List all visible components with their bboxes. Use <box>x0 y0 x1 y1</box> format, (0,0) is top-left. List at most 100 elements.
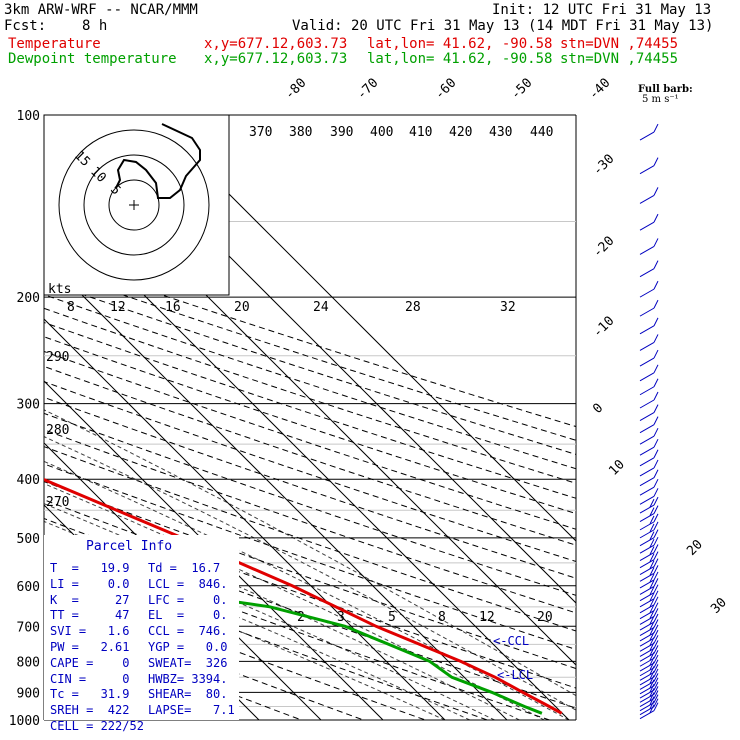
wind-barb <box>639 478 659 496</box>
theta-label: 270 <box>46 495 69 510</box>
barb-flag <box>649 631 655 641</box>
moist-adiabat <box>44 483 545 720</box>
barb-flag <box>649 679 655 688</box>
barb-staff <box>639 698 655 707</box>
barb-flag <box>653 681 659 691</box>
wind-barb <box>639 544 659 561</box>
theta-labels: 370 380 390 400 410 420 430 440 290 280 270 <box>46 125 553 510</box>
barb-flag <box>649 675 655 684</box>
barb-staff <box>639 486 655 496</box>
barb-staff <box>639 544 655 554</box>
barb-flag <box>653 334 659 343</box>
speed-label: 20 <box>234 300 250 315</box>
isotherm-labels: -80 -70 -60 -50 -40 -30 -20 -10 0 10 20 30 <box>282 76 730 617</box>
barb-staff <box>639 424 655 434</box>
isotherm-label: -80 <box>282 76 309 103</box>
wind-barb <box>639 349 659 367</box>
barb-flag <box>653 449 659 458</box>
barb-flag <box>653 459 659 469</box>
isotherm-label: -20 <box>590 234 617 261</box>
barb-staff <box>639 710 655 720</box>
theta-label: 370 <box>249 125 272 140</box>
barb-staff <box>639 693 655 703</box>
barb-staff <box>639 637 655 647</box>
barb-flag <box>649 621 655 630</box>
parcel-info-value: TT = 47 <box>50 608 130 623</box>
barb-staff <box>639 627 655 636</box>
wind-barb <box>639 536 659 554</box>
wind-barb <box>639 558 659 576</box>
mixing-ratio-label: 3 <box>337 610 345 625</box>
parcel-info-value: LFC = 0. <box>148 592 228 607</box>
barb-staff <box>639 477 655 487</box>
mixing-ratio-label: 5 <box>388 610 396 625</box>
barb-flag <box>653 391 659 401</box>
barb-flag <box>653 427 659 437</box>
theta-label: 430 <box>489 125 512 140</box>
temperature-xy: x,y=677.12,603.73 <box>204 36 348 52</box>
wind-barb <box>639 645 659 662</box>
barb-staff <box>639 647 655 657</box>
dry-adiabat <box>44 480 576 670</box>
barb-staff <box>639 579 655 589</box>
parcel-info-value: Tc = 31.9 <box>50 687 130 702</box>
barb-staff <box>639 680 655 690</box>
barb-flag <box>649 498 655 508</box>
barb-flag <box>653 378 659 387</box>
wind-barb <box>639 260 659 278</box>
parcel-info-value: YGP = 0.0 <box>148 640 228 654</box>
dry-adiabat <box>44 254 576 428</box>
parcel-info-value: LAPSE= 7.1 <box>148 703 235 718</box>
barb-flag <box>653 404 659 413</box>
barb-staff <box>639 194 655 204</box>
barb-flag <box>649 610 655 619</box>
hodograph-ring <box>83 154 185 256</box>
parcel-info-value: SVI = 1.6 <box>50 624 130 639</box>
wind-barb <box>639 416 659 434</box>
barb-flag <box>649 704 655 713</box>
barb-flag <box>653 123 659 133</box>
barb-flag <box>653 260 659 269</box>
isotherm-label: -60 <box>432 76 459 103</box>
speed-label: 8 <box>67 300 75 315</box>
temperature-legend: Temperature <box>8 36 101 52</box>
barb-flag <box>653 513 659 523</box>
isotherm-label: 20 <box>684 537 706 559</box>
barb-flag <box>653 478 659 488</box>
barb-flag <box>653 629 659 639</box>
barb-flag <box>653 299 659 309</box>
dewpoint-latlon: lat,lon= 41.62, -90.58 <box>367 51 553 67</box>
isotherm-line <box>0 115 11 720</box>
barb-flag <box>649 615 655 625</box>
barb-flag <box>653 213 659 223</box>
barb-flag <box>649 515 655 525</box>
barb-flag <box>653 690 659 699</box>
hodograph-ring <box>108 179 160 231</box>
barb-flag <box>649 696 655 705</box>
barb-staff <box>639 685 655 695</box>
isotherm-label: 10 <box>606 457 628 479</box>
theta-label: 380 <box>289 125 312 140</box>
wind-barb <box>639 427 659 445</box>
wind-barb <box>639 694 659 712</box>
barb-flag <box>653 238 659 247</box>
barb-flag <box>649 642 655 651</box>
model-title: 3km ARW-WRF -- NCAR/MMM <box>4 2 198 18</box>
wind-barb <box>639 584 659 602</box>
pressure-label: 300 <box>17 398 40 413</box>
barb-staff <box>639 342 655 351</box>
barb-flag <box>653 584 659 593</box>
barb-flag <box>653 645 659 654</box>
barb-staff <box>639 325 655 335</box>
barb-flag <box>653 558 659 567</box>
barb-flag <box>649 586 655 595</box>
barb-flag <box>653 659 659 668</box>
pressure-label: 600 <box>17 580 40 595</box>
wind-barb <box>639 668 659 686</box>
barb-staff <box>639 467 655 477</box>
temperature-line <box>44 477 563 715</box>
theta-label: 280 <box>46 423 69 438</box>
barb-staff <box>639 702 655 712</box>
init-time: Init: 12 UTC Fri 31 May 13 <box>492 2 712 18</box>
